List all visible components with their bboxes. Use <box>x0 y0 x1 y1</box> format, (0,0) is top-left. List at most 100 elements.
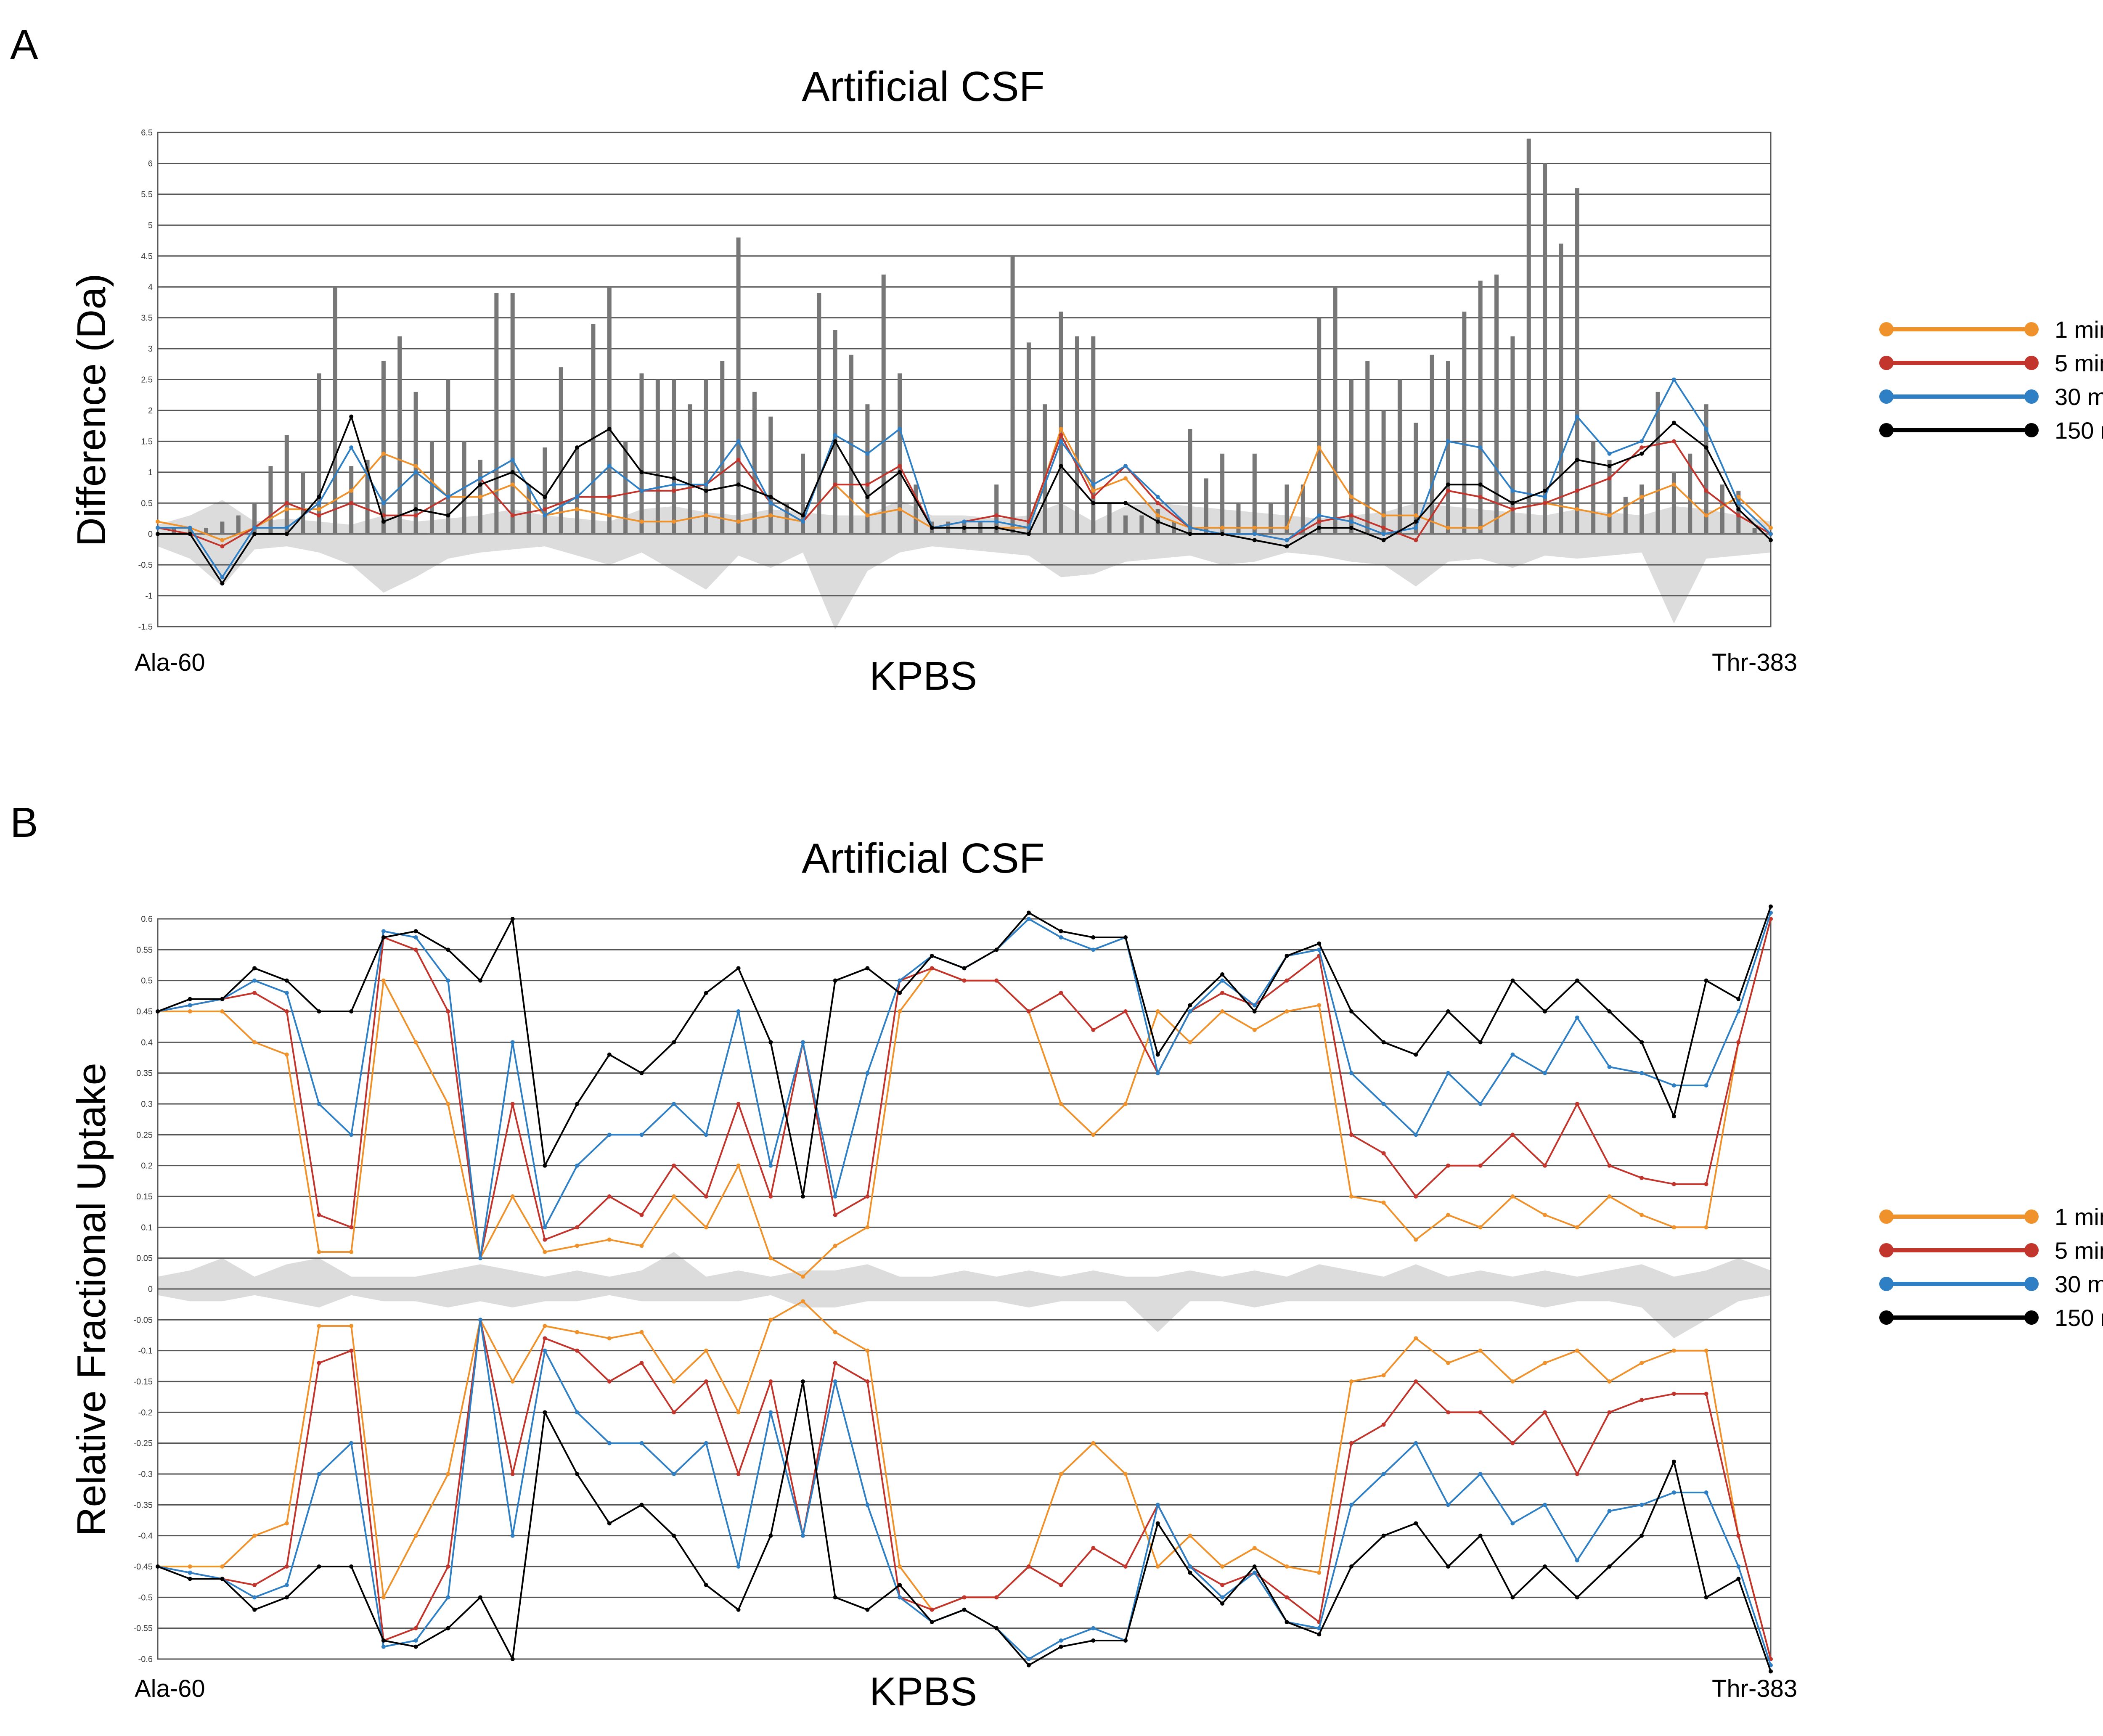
series-point <box>639 1244 644 1248</box>
series-point <box>1704 513 1708 518</box>
series-point <box>1059 991 1063 995</box>
series-point <box>575 1244 580 1248</box>
series-point <box>1543 1163 1547 1168</box>
legend-item: 30 min <box>1879 384 2103 410</box>
legend-swatch-dot <box>1879 356 1894 370</box>
y-tick-label: 3 <box>148 344 153 354</box>
difference-bar <box>365 460 370 534</box>
series-point <box>1414 1237 1418 1242</box>
series-point <box>188 532 192 536</box>
series-point <box>639 1503 644 1507</box>
series-point <box>1059 1644 1063 1649</box>
series-point <box>1446 488 1450 493</box>
series-point <box>1510 507 1515 511</box>
series-point <box>446 1564 450 1569</box>
series-point <box>1478 1040 1483 1045</box>
series-point <box>543 1237 547 1242</box>
difference-bar <box>1026 342 1031 534</box>
series-point <box>413 1626 418 1630</box>
series-point <box>1414 538 1418 542</box>
series-point <box>575 445 580 450</box>
series-point <box>1769 526 1773 530</box>
series-point <box>672 482 676 487</box>
difference-bar <box>1139 515 1144 534</box>
legend-swatch-dot <box>2024 322 2039 336</box>
series-point <box>1543 1410 1547 1415</box>
series-point <box>1478 445 1483 450</box>
series-point <box>446 513 450 518</box>
series-point <box>1478 1472 1483 1476</box>
x-start-label-a: Ala-60 <box>135 649 205 676</box>
series-point <box>1607 1065 1612 1069</box>
y-tick-labels-b: 0.6 0.55 0.5 0.45 0.4 0.35 0.3 0.25 0.2 0.15 0.1 0.… <box>133 915 153 1664</box>
series-point <box>1575 1595 1579 1600</box>
series-point <box>1155 1009 1160 1014</box>
chart-title-a: Artificial CSF <box>802 63 1045 110</box>
x-start-label-b: Ala-60 <box>135 1675 205 1702</box>
series-point <box>478 1256 482 1260</box>
series-point <box>672 1194 676 1199</box>
series-point <box>1285 1595 1289 1600</box>
series-point <box>317 501 321 505</box>
difference-bar <box>397 336 402 534</box>
legend-swatch-dot <box>2024 1209 2039 1224</box>
series-point <box>1510 1441 1515 1445</box>
series-point <box>1349 495 1353 499</box>
series-point <box>865 1194 870 1199</box>
difference-bar <box>429 441 434 534</box>
series-point <box>284 978 289 983</box>
series-point <box>1575 1558 1579 1563</box>
difference-bar <box>752 392 757 534</box>
series-point <box>317 1250 321 1254</box>
series-point <box>1736 1577 1741 1581</box>
series-point <box>1155 1052 1160 1057</box>
difference-bar <box>623 441 628 534</box>
y-tick-label: -0.55 <box>133 1624 153 1633</box>
chart-title-b: Artificial CSF <box>802 835 1045 882</box>
protection-band-area <box>158 1252 1771 1339</box>
series-point <box>349 1250 354 1254</box>
series-point <box>1026 1564 1031 1569</box>
series-point <box>413 1040 418 1045</box>
legend-item: 150 min <box>1879 1305 2103 1331</box>
legend-label: 1 min <box>2055 316 2103 343</box>
series-point <box>1769 1669 1773 1674</box>
series-point <box>736 1472 741 1476</box>
series-point <box>1607 1379 1612 1384</box>
difference-bar <box>833 330 837 534</box>
series-point <box>478 1595 482 1600</box>
difference-bar <box>1623 497 1628 534</box>
y-tick-label: -0.5 <box>138 1593 153 1602</box>
series-point <box>156 532 160 536</box>
series-point <box>1220 1595 1225 1600</box>
series-point <box>1414 1194 1418 1199</box>
series-point <box>252 1583 257 1587</box>
series-point <box>833 1379 837 1384</box>
series-point <box>1349 1133 1353 1137</box>
series-point <box>865 1348 870 1353</box>
series-point <box>575 507 580 511</box>
series-point <box>478 482 482 487</box>
difference-bar <box>494 293 499 534</box>
series-point <box>1252 538 1257 542</box>
series-point <box>962 1607 967 1612</box>
series-point <box>768 1318 773 1322</box>
series-point <box>768 1194 773 1199</box>
series-point <box>575 1102 580 1106</box>
series-point <box>1381 1422 1386 1427</box>
y-tick-label: -0.5 <box>138 561 153 570</box>
series-point <box>1671 421 1676 425</box>
series-point <box>284 991 289 995</box>
difference-bar <box>898 373 902 534</box>
legend-swatch-dot <box>2024 356 2039 370</box>
series-point <box>1188 1564 1192 1569</box>
panel-letter-a: A <box>10 21 38 68</box>
difference-bar <box>591 324 596 534</box>
difference-bar <box>333 287 337 534</box>
legend-item: 150 min <box>1879 417 2103 444</box>
series-point <box>833 1595 837 1600</box>
series-point <box>607 464 612 468</box>
series-point <box>1285 544 1289 549</box>
difference-bar <box>1671 472 1676 534</box>
series-point <box>252 991 257 995</box>
